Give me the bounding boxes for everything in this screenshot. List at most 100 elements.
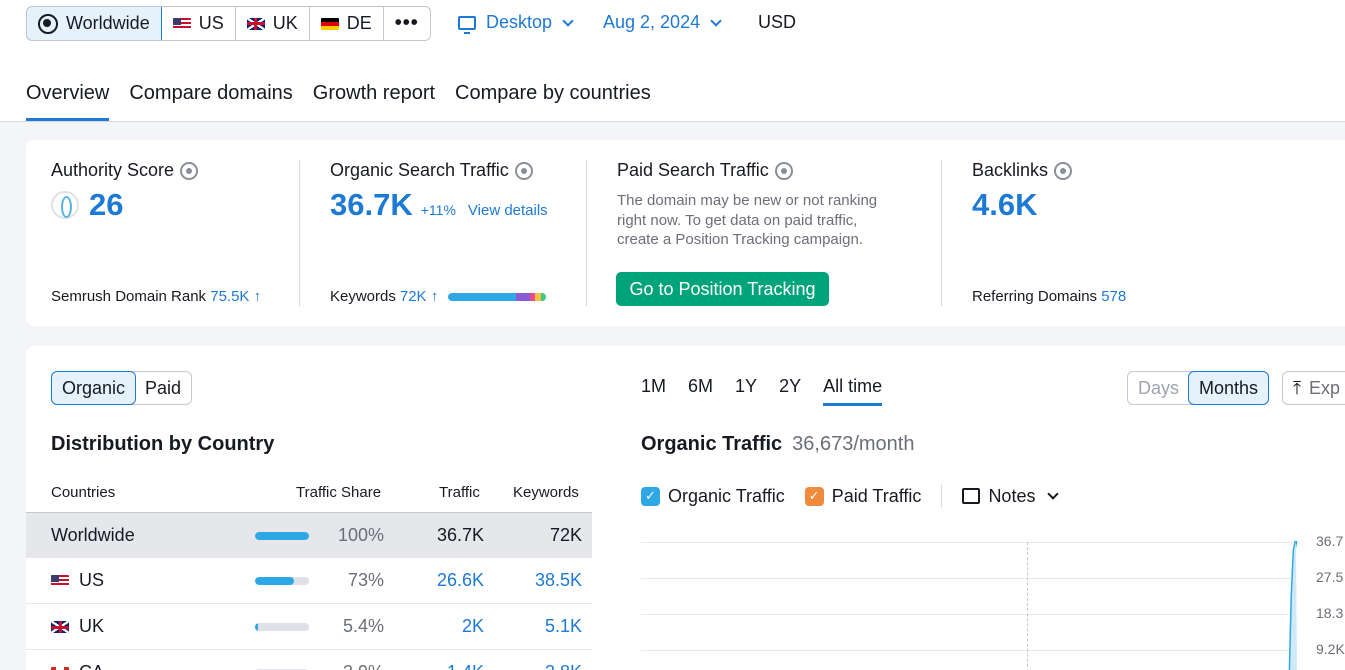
referring-domains: Referring Domains 578 [972, 288, 1126, 305]
authority-gauge-icon [51, 191, 79, 219]
table-row[interactable]: UK 5.4% 2K 5.1K [26, 604, 592, 650]
info-icon[interactable] [514, 161, 533, 180]
granularity-toggle: Days Months [1127, 371, 1270, 405]
top-bar: Worldwide US UK DE ••• Desktop Aug 2, 20… [0, 0, 1345, 122]
view-details-link[interactable]: View details [467, 202, 548, 219]
traffic-share-fill [255, 623, 258, 631]
monitor-icon [458, 15, 476, 34]
notes-button[interactable]: Notes [988, 485, 1036, 506]
traffic-type-toggle: Organic Paid [51, 371, 193, 405]
device-selector[interactable]: Desktop [458, 12, 574, 34]
db-uk-label: UK [272, 13, 298, 33]
traffic-share-fill [255, 532, 309, 540]
export-button[interactable]: ⤒ Exp [1282, 371, 1345, 405]
table-row[interactable]: CA 3.9% 1.4K 3.8K [26, 650, 592, 670]
chart-header: Organic Traffic 36,673/month [641, 433, 914, 456]
tab-overview[interactable]: Overview [26, 82, 110, 121]
flag-ca-icon [51, 667, 69, 670]
backlinks-title: Backlinks [972, 160, 1049, 180]
period-1y[interactable]: 1Y [735, 376, 758, 396]
go-to-position-tracking-button[interactable]: Go to Position Tracking [616, 272, 829, 306]
traffic-value[interactable]: 1.4K [447, 662, 484, 670]
referring-domains-label: Referring Domains [972, 288, 1098, 305]
period-1m[interactable]: 1M [641, 376, 667, 396]
info-icon[interactable] [774, 161, 793, 180]
backlinks-value[interactable]: 4.6K [972, 187, 1038, 222]
y-tick: 18.3 [1316, 605, 1344, 621]
db-worldwide-button[interactable]: Worldwide [26, 7, 162, 40]
export-label: Exp [1308, 377, 1340, 398]
paid-traffic-widget: Paid Search Traffic The domain may be ne… [617, 160, 877, 250]
more-databases-button[interactable]: ••• [394, 12, 419, 34]
date-selector[interactable]: Aug 2, 2024 [603, 12, 722, 33]
traffic-share-value: 3.9% [343, 662, 384, 670]
organic-traffic-title: Organic Search Traffic [330, 160, 509, 180]
grid-line [641, 614, 1296, 615]
period-6m[interactable]: 6M [688, 376, 714, 396]
authority-score-value[interactable]: 26 [89, 187, 124, 222]
tab-compare-by-countries[interactable]: Compare by countries [455, 82, 651, 104]
organic-traffic-value[interactable]: 36.7K [330, 187, 413, 222]
chart-legend: ✓ Organic Traffic ✓ Paid Traffic Notes [641, 484, 1060, 508]
tab-growth-report[interactable]: Growth report [312, 82, 436, 104]
table-row[interactable]: US 73% 26.6K 38.5K [26, 558, 592, 604]
grid-line [641, 542, 1296, 543]
db-us-label: US [198, 13, 224, 33]
backlinks-widget: Backlinks 4.6K [972, 160, 1073, 223]
keywords-intent-bar[interactable] [448, 292, 547, 301]
grid-line [641, 578, 1296, 579]
traffic-share-bar [255, 577, 309, 585]
column-traffic-share[interactable]: Traffic Share [296, 484, 382, 501]
flag-de-icon [320, 17, 339, 30]
keywords-summary: Keywords 72K ↑ [330, 288, 547, 305]
months-button[interactable]: Months [1188, 371, 1270, 405]
db-de-button[interactable]: DE [310, 7, 384, 40]
period-2y[interactable]: 2Y [779, 376, 802, 396]
column-countries[interactable]: Countries [51, 484, 116, 501]
chart-title: Organic Traffic [641, 433, 783, 455]
keyword-intent-segment [448, 292, 516, 301]
domain-rank-label: Semrush Domain Rank [51, 288, 207, 305]
keywords-value[interactable]: 38.5K [534, 570, 582, 590]
keyword-intent-segment [515, 292, 530, 301]
days-button[interactable]: Days [1138, 377, 1180, 398]
paid-toggle-button[interactable]: Paid [145, 377, 182, 398]
traffic-value[interactable]: 2K [461, 616, 484, 636]
keywords-value[interactable]: 3.8K [545, 662, 582, 670]
organic-toggle-button[interactable]: Organic [51, 371, 137, 405]
column-traffic[interactable]: Traffic [439, 484, 480, 501]
keywords-value[interactable]: 5.1K [544, 616, 582, 636]
db-us-button[interactable]: US [162, 7, 236, 40]
db-uk-button[interactable]: UK [236, 7, 310, 40]
db-worldwide-label: Worldwide [66, 13, 150, 33]
traffic-share-value: 5.4% [342, 616, 384, 636]
chevron-down-icon [710, 14, 722, 27]
period-all-time[interactable]: All time [823, 376, 883, 406]
keywords-value[interactable]: 72K ↑ [399, 288, 439, 305]
authority-score-widget: Authority Score 26 [51, 160, 199, 223]
keywords-label: Keywords [330, 288, 396, 305]
organic-traffic-checkbox[interactable]: ✓ [641, 486, 660, 506]
organic-traffic-line [1288, 540, 1298, 670]
period-selector: 1M 6M 1Y 2Y All time [641, 376, 883, 406]
paid-traffic-checkbox[interactable]: ✓ [804, 486, 824, 506]
paid-traffic-message: The domain may be new or not ranking rig… [617, 192, 878, 248]
divider [941, 160, 942, 306]
db-de-label: DE [346, 13, 372, 33]
traffic-value[interactable]: 26.6K [436, 570, 484, 590]
tab-compare-domains[interactable]: Compare domains [129, 82, 293, 104]
domain-rank-value[interactable]: 75.5K ↑ [210, 288, 262, 305]
info-icon[interactable] [1054, 161, 1073, 180]
flag-uk-icon [51, 621, 69, 633]
authority-score-title: Authority Score [51, 160, 175, 180]
table-row[interactable]: Worldwide 100% 36.7K 72K [26, 512, 592, 558]
y-tick: 9.2K [1316, 641, 1345, 657]
info-icon[interactable] [180, 161, 199, 180]
column-keywords[interactable]: Keywords [513, 484, 579, 501]
flag-uk-icon [246, 17, 265, 30]
chevron-down-icon [1047, 488, 1060, 500]
organic-traffic-change: +11% [420, 202, 456, 218]
traffic-share-fill [255, 577, 295, 585]
referring-domains-value[interactable]: 578 [1101, 288, 1127, 305]
export-icon: ⤒ [1293, 377, 1301, 398]
